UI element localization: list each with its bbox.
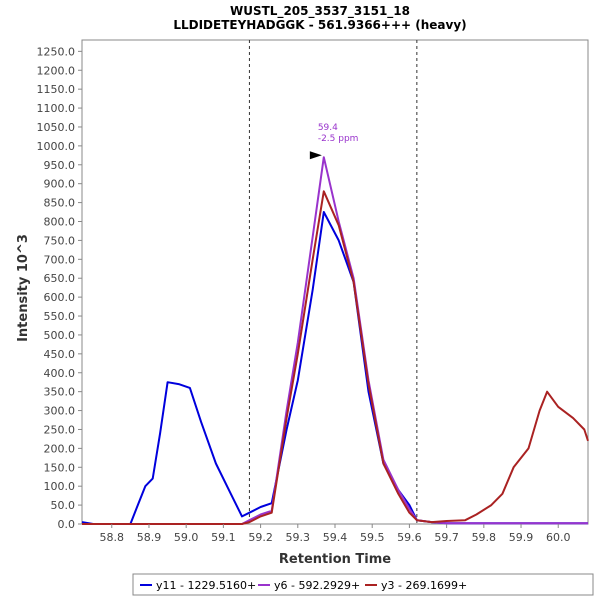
y-tick-label: 700.0 xyxy=(44,253,76,266)
x-tick-label: 59.3 xyxy=(286,531,311,544)
y-tick-label: 650.0 xyxy=(44,272,76,285)
y-tick-label: 1050.0 xyxy=(37,121,76,134)
apex-rt-label: 59.4 xyxy=(318,123,338,133)
y-axis-label: Intensity 10^3 xyxy=(16,234,31,342)
y-tick-label: 800.0 xyxy=(44,216,76,229)
x-tick-label: 59.5 xyxy=(360,531,385,544)
y-tick-label: 1200.0 xyxy=(37,64,76,77)
x-axis-label: Retention Time xyxy=(279,552,391,567)
x-tick-label: 58.8 xyxy=(100,531,125,544)
y-tick-label: 1250.0 xyxy=(37,45,76,58)
x-tick-label: 60.0 xyxy=(546,531,571,544)
y-tick-label: 350.0 xyxy=(44,386,76,399)
x-tick-label: 59.0 xyxy=(174,531,199,544)
legend-box xyxy=(132,573,594,596)
apex-ppm-label: -2.5 ppm xyxy=(318,134,359,144)
x-tick-label: 59.7 xyxy=(434,531,459,544)
y-tick-label: 600.0 xyxy=(44,291,76,304)
y-tick-label: 850.0 xyxy=(44,197,76,210)
legend-label-3: y3 - 269.1699+ xyxy=(381,579,467,592)
y-tick-label: 750.0 xyxy=(44,234,76,247)
x-tick-label: 59.2 xyxy=(248,531,273,544)
x-tick-label: 58.9 xyxy=(137,531,162,544)
x-tick-label: 59.6 xyxy=(397,531,422,544)
y-tick-label: 450.0 xyxy=(44,348,76,361)
legend: y11 - 1229.5160+ y6 - 592.2929+ y3 - 269.1… xyxy=(132,573,594,596)
y-tick-label: 400.0 xyxy=(44,367,76,380)
y-tick-label: 900.0 xyxy=(44,178,76,191)
x-tick-label: 59.1 xyxy=(211,531,236,544)
x-tick-label: 59.8 xyxy=(472,531,497,544)
y-tick-label: 500.0 xyxy=(44,329,76,342)
x-tick-label: 59.4 xyxy=(323,531,348,544)
y-tick-label: 1100.0 xyxy=(37,102,76,115)
y-tick-label: 50.0 xyxy=(51,499,76,512)
y-tick-label: 1150.0 xyxy=(37,83,76,96)
plot-area xyxy=(81,39,589,525)
y-tick-label: 550.0 xyxy=(44,310,76,323)
legend-label-1: y11 - 1229.5160+ xyxy=(156,579,256,592)
y-tick-label: 100.0 xyxy=(44,480,76,493)
chart-title: WUSTL_205_3537_3151_18 xyxy=(230,4,410,19)
y-tick-label: 300.0 xyxy=(44,405,76,418)
x-tick-label: 59.9 xyxy=(509,531,534,544)
y-tick-label: 150.0 xyxy=(44,461,76,474)
chart-subtitle: LLDIDETEYHADGGK - 561.9366+++ (heavy) xyxy=(173,18,466,32)
apex-marker-icon xyxy=(309,151,322,160)
y-tick-label: 950.0 xyxy=(44,159,76,172)
y-tick-label: 1000.0 xyxy=(37,140,76,153)
y-tick-label: 0.0 xyxy=(58,518,76,531)
y-tick-label: 200.0 xyxy=(44,442,76,455)
legend-label-2: y6 - 592.2929+ xyxy=(274,579,360,592)
y-tick-label: 250.0 xyxy=(44,423,76,436)
series-line-3 xyxy=(82,190,589,525)
